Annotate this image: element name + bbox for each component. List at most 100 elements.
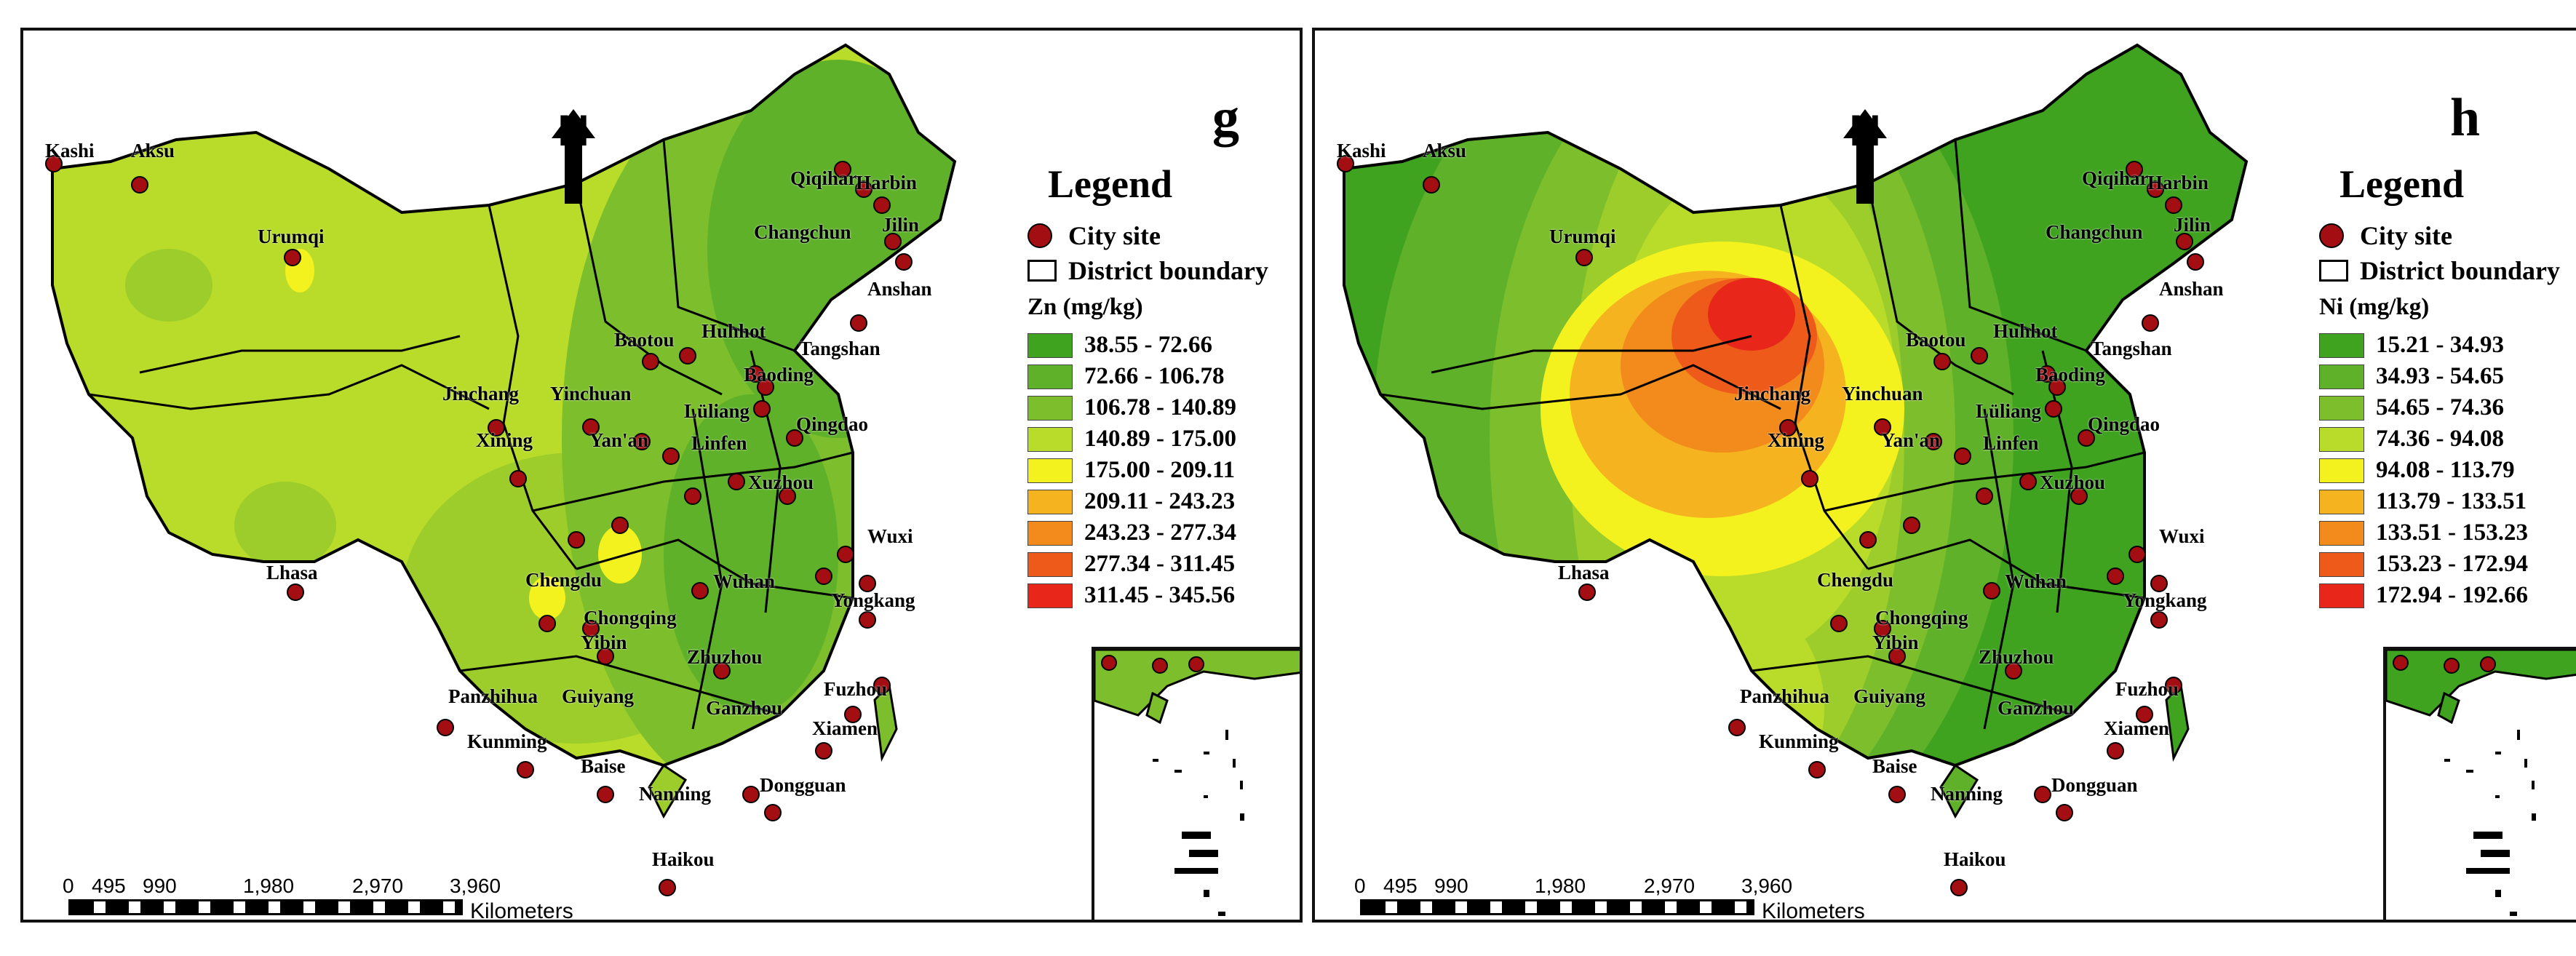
city-label: Fuzhou (824, 678, 888, 700)
legend-class: 311.45 - 345.56 (1027, 580, 1300, 611)
city-label: Chongqing (584, 607, 677, 629)
north-arrow: N (544, 109, 603, 204)
class-swatch (2319, 395, 2364, 421)
city-label: Kunming (1759, 730, 1839, 752)
city-label: Nanning (639, 783, 712, 805)
city-label: Jilin (2174, 214, 2211, 236)
city-label: Panzhihua (1740, 685, 1830, 707)
city-label: Chongqing (1875, 607, 1968, 629)
city-label: Huhhot (1993, 320, 2058, 342)
legend-class: 94.08 - 113.79 (2319, 455, 2576, 486)
class-swatch (2319, 489, 2364, 514)
city-label: Changchun (2046, 221, 2143, 243)
city-label: Aksu (1423, 140, 1467, 162)
city-label: Linfen (691, 432, 747, 454)
scale-tick: 0 (63, 875, 74, 897)
legend-class: 243.23 - 277.34 (1027, 517, 1300, 549)
legend-title: Legend (2340, 162, 2465, 206)
legend-class: 175.00 - 209.11 (1027, 455, 1300, 486)
class-swatch (2319, 520, 2364, 546)
legend-boundary-label: District boundary (1068, 256, 1269, 285)
city-label: Tangshan (2091, 338, 2172, 359)
scale-bar: 0 495 990 1,980 2,970 3,960 Kilometers (63, 875, 592, 920)
scale-tick: 495 (1383, 875, 1418, 897)
inset-map (2386, 650, 2576, 916)
city-label: Jilin (882, 214, 920, 236)
legend: Legend City site District boundary Zn (m… (1027, 162, 1300, 611)
city-label: Lhasa (266, 562, 318, 583)
class-swatch (2319, 458, 2364, 483)
panel-letter: g (1212, 88, 1239, 148)
city-label: Qingdao (796, 413, 869, 435)
city-label: Xining (476, 429, 533, 451)
legend-boundary-row: District boundary (1027, 253, 1300, 288)
legend-class: 38.55 - 72.66 (1027, 330, 1300, 361)
city-label: Anshan (2159, 278, 2224, 300)
legend-city-label: City site (2360, 221, 2452, 250)
scale-tick: 990 (1434, 875, 1468, 897)
city-label: Yibin (581, 632, 627, 653)
city-label: Yibin (1872, 632, 1919, 653)
city-label: Xuzhou (2040, 471, 2106, 493)
map-panel-g: Kashi Aksu Urumqi Lhasa Qiqihar Harbin C… (20, 28, 1303, 923)
class-swatch (1027, 426, 1073, 452)
north-arrow: N (1836, 109, 1894, 204)
city-label: Xiamen (812, 717, 878, 739)
city-label: Baoding (2035, 364, 2106, 386)
class-swatch (2319, 551, 2364, 577)
class-label: 277.34 - 311.45 (1084, 551, 1236, 577)
legend-unit: Ni (mg/kg) (2319, 294, 2430, 320)
city-label: Linfen (1983, 432, 2039, 454)
legend-title: Legend (1048, 162, 1173, 206)
boundary-box-icon (2319, 260, 2348, 282)
legend-class: 277.34 - 311.45 (1027, 549, 1300, 580)
city-label: Fuzhou (2115, 678, 2179, 700)
city-label: Guiyang (1853, 685, 1926, 707)
city-label: Urumqi (1549, 226, 1616, 247)
legend-city-row: City site (1027, 218, 1300, 253)
scale-bar-graphic (68, 899, 463, 915)
legend-class: 140.89 - 175.00 (1027, 423, 1300, 455)
city-label: Baise (581, 755, 626, 777)
city-label: Kunming (467, 730, 547, 752)
city-label: Qingdao (2088, 413, 2160, 435)
china-map-ni (1337, 43, 2249, 896)
city-label: Lhasa (1558, 562, 1610, 583)
class-label: 243.23 - 277.34 (1084, 519, 1236, 546)
city-label: Yinchuan (550, 383, 632, 405)
city-label: Chengdu (1817, 569, 1894, 591)
legend-class: 54.65 - 74.36 (2319, 392, 2576, 423)
legend-class: 113.79 - 133.51 (2319, 486, 2576, 517)
city-label: Baise (1872, 755, 1917, 777)
south-china-sea-inset (2383, 647, 2576, 920)
class-label: 34.93 - 54.65 (2376, 363, 2504, 389)
scale-unit: Kilometers (1762, 899, 1865, 923)
city-label: Ganzhou (1997, 697, 2075, 719)
class-label: 72.66 - 106.78 (1084, 363, 1225, 389)
city-label: Yan'an (1881, 429, 1941, 451)
city-label: Panzhihua (448, 685, 538, 707)
city-label: Ganzhou (706, 697, 783, 719)
city-label: Nanning (1931, 783, 2003, 805)
north-arrow-icon (1843, 109, 1887, 204)
city-label: Wuhan (2005, 570, 2067, 592)
class-label: 175.00 - 209.11 (1084, 457, 1236, 483)
scale-tick: 495 (92, 875, 126, 897)
class-swatch (2319, 364, 2364, 389)
class-label: 311.45 - 345.56 (1084, 582, 1236, 608)
city-label: Xining (1768, 429, 1825, 451)
city-label: Lüliang (1976, 400, 2042, 422)
city-label: Guiyang (562, 685, 635, 707)
legend-class: 74.36 - 94.08 (2319, 423, 2576, 455)
class-label: 15.21 - 34.93 (2376, 332, 2504, 358)
city-label: Yongkang (2123, 589, 2207, 611)
class-label: 106.78 - 140.89 (1084, 394, 1236, 421)
class-label: 94.08 - 113.79 (2376, 457, 2515, 483)
city-markers (1337, 155, 2204, 896)
city-label: Kashi (1337, 140, 1386, 162)
city-label: Yinchuan (1842, 383, 1923, 405)
class-swatch (2319, 332, 2364, 358)
class-label: 153.23 - 172.94 (2376, 551, 2528, 577)
city-label: Zhuzhou (687, 646, 763, 668)
map-panel-h: Kashi Aksu Urumqi Lhasa Qiqihar Harbin C… (1312, 28, 2576, 923)
